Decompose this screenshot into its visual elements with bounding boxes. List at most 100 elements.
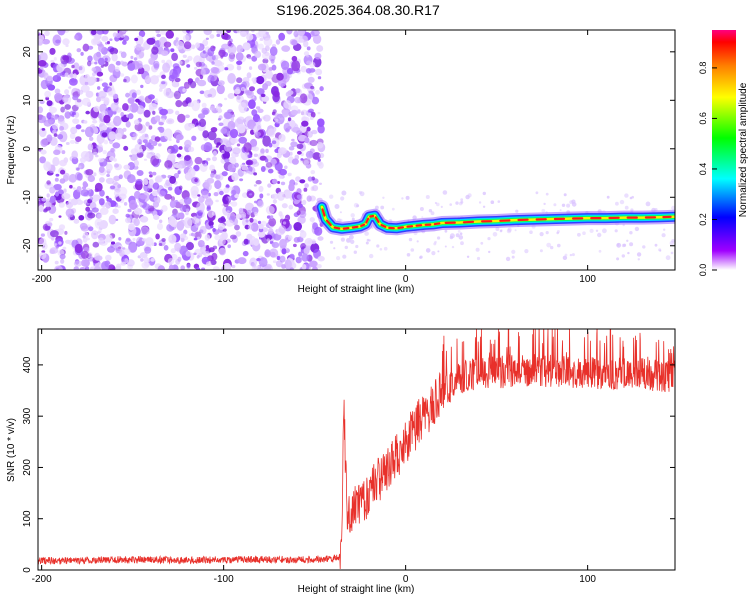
spectrogram-noise-cell bbox=[169, 68, 178, 80]
spectrogram-noise-cell bbox=[106, 51, 111, 57]
spectrogram-noise-cell bbox=[535, 191, 539, 195]
spectrogram-noise-cell bbox=[282, 221, 287, 225]
spectrogram-noise-cell bbox=[185, 30, 194, 34]
spectrogram-noise-cell bbox=[71, 156, 79, 165]
spectrogram-noise-cell bbox=[249, 138, 258, 148]
spectrogram-noise-cell bbox=[279, 255, 286, 263]
spectrogram-noise-cell bbox=[124, 258, 129, 264]
spectrogram-noise-cell bbox=[100, 64, 104, 68]
spectrogram-noise-cell bbox=[41, 197, 45, 201]
spectrogram-noise-cell bbox=[62, 55, 69, 61]
spectrogram-noise-cell bbox=[52, 129, 57, 134]
spectrogram-noise-cell bbox=[105, 177, 115, 185]
spectrogram-noise-cell bbox=[125, 92, 130, 98]
spectrogram-noise-cell bbox=[437, 250, 440, 253]
spectrogram-noise-cell bbox=[629, 196, 633, 200]
spectrogram-noise-cell bbox=[507, 227, 512, 232]
spectrogram-noise-cell bbox=[265, 148, 269, 154]
spectrogram-noise-cell bbox=[297, 150, 302, 155]
spectrogram-noise-cell bbox=[476, 256, 481, 261]
spectrogram-noise-cell bbox=[291, 138, 295, 142]
spectrogram-noise-cell bbox=[199, 51, 209, 59]
spectrogram-noise-cell bbox=[195, 211, 203, 219]
spectrogram-noise-cell bbox=[286, 67, 294, 75]
spectrogram-noise-cell bbox=[204, 234, 211, 241]
y-tick-label: -20 bbox=[22, 238, 33, 253]
spectrogram-noise-cell bbox=[265, 234, 273, 240]
spectrogram-noise-cell bbox=[152, 171, 157, 176]
spectrogram-noise-cell bbox=[351, 217, 355, 221]
spectrogram-noise-cell bbox=[72, 73, 77, 79]
spectrogram-noise-cell bbox=[342, 254, 347, 259]
spectrogram-noise-cell bbox=[421, 216, 424, 219]
spectrogram-noise-cell bbox=[97, 158, 105, 163]
spectrogram-noise-cell bbox=[87, 212, 96, 219]
spectrogram-noise-cell bbox=[458, 235, 464, 240]
spectrogram-noise-cell bbox=[58, 215, 62, 218]
spectrogram-noise-cell bbox=[255, 32, 261, 38]
spectrogram-noise-cell bbox=[316, 45, 324, 52]
spectrogram-noise-cell bbox=[219, 190, 224, 196]
spectrogram-noise-cell bbox=[183, 41, 192, 50]
spectrogram-noise-cell bbox=[46, 100, 53, 107]
spectrogram-noise-cell bbox=[151, 242, 155, 246]
spectrogram-noise-cell bbox=[478, 201, 482, 204]
spectrogram-noise-cell bbox=[405, 195, 410, 200]
spectrogram-noise-cell bbox=[301, 264, 307, 270]
spectrogram-noise-cell bbox=[317, 124, 325, 134]
spectrogram-noise-cell bbox=[163, 87, 171, 97]
spectrogram-noise-cell bbox=[629, 242, 634, 247]
spectrogram-noise-cell bbox=[329, 240, 334, 244]
spectrogram-noise-cell bbox=[277, 191, 285, 201]
spectrogram-noise-cell bbox=[54, 115, 58, 120]
spectrogram-noise-cell bbox=[180, 237, 185, 243]
spectrogram-noise-cell bbox=[59, 125, 65, 131]
spectrogram-noise-cell bbox=[230, 234, 237, 240]
spectrogram-noise-cell bbox=[143, 256, 149, 264]
spectrogram-noise-cell bbox=[295, 176, 301, 182]
spectrogram-noise-cell bbox=[60, 106, 66, 113]
spectrogram-noise-cell bbox=[616, 243, 620, 246]
spectrogram-noise-cell bbox=[174, 242, 182, 252]
spectrogram-noise-cell bbox=[201, 102, 207, 108]
spectrogram-noise-cell bbox=[68, 173, 77, 183]
spectrogram-noise-cell bbox=[82, 181, 88, 188]
spectrogram-noise-cell bbox=[247, 170, 252, 175]
spectrogram-noise-cell bbox=[237, 257, 247, 265]
spectrogram-noise-cell bbox=[475, 247, 480, 252]
spectrogram-noise-cell bbox=[221, 32, 229, 40]
spectrogram-noise-cell bbox=[141, 238, 147, 242]
spectrogram-noise-cell bbox=[265, 205, 275, 215]
spectrogram-noise-cell bbox=[272, 199, 277, 204]
spectrogram-noise-cell bbox=[562, 255, 568, 260]
spectrogram-noise-cell bbox=[87, 60, 92, 67]
spectrogram-noise-cell bbox=[62, 38, 70, 46]
spectrogram-noise-cell bbox=[274, 116, 281, 124]
spectrogram-y-label: Frequency (Hz) bbox=[6, 116, 17, 185]
spectrogram-noise-cell bbox=[80, 84, 90, 93]
spectrogram-noise-cell bbox=[150, 75, 159, 85]
spectrogram-noise-cell bbox=[511, 249, 516, 254]
spectrogram-noise-cell bbox=[242, 77, 250, 83]
spectrogram-noise-cell bbox=[101, 261, 110, 270]
spectrogram-noise-cell bbox=[54, 260, 59, 265]
spectrogram-noise-cell bbox=[127, 63, 136, 71]
spectrogram-noise-cell bbox=[217, 118, 222, 121]
x-tick-label: -100 bbox=[214, 274, 234, 285]
spectrogram-noise-cell bbox=[336, 256, 341, 261]
spectrogram-noise-cell bbox=[77, 89, 84, 95]
spectrogram-noise-cell bbox=[127, 97, 135, 104]
spectrogram-noise-cell bbox=[636, 252, 642, 257]
spectrogram-noise-cell bbox=[240, 31, 247, 37]
colorbar-tick-label: 0.4 bbox=[698, 163, 708, 176]
spectrogram-noise-cell bbox=[310, 30, 320, 37]
spectrogram-noise-cell bbox=[616, 257, 620, 261]
spectrogram-noise-cell bbox=[278, 211, 283, 217]
spectrogram-noise-cell bbox=[128, 223, 135, 231]
spectrogram-noise-cell bbox=[671, 239, 675, 243]
spectrogram-noise-cell bbox=[109, 38, 113, 41]
spectrogram-noise-cell bbox=[144, 75, 152, 84]
spectrogram-noise-cell bbox=[236, 95, 241, 100]
spectrogram-noise-cell bbox=[264, 249, 271, 258]
spectrogram-noise-cell bbox=[350, 239, 355, 244]
